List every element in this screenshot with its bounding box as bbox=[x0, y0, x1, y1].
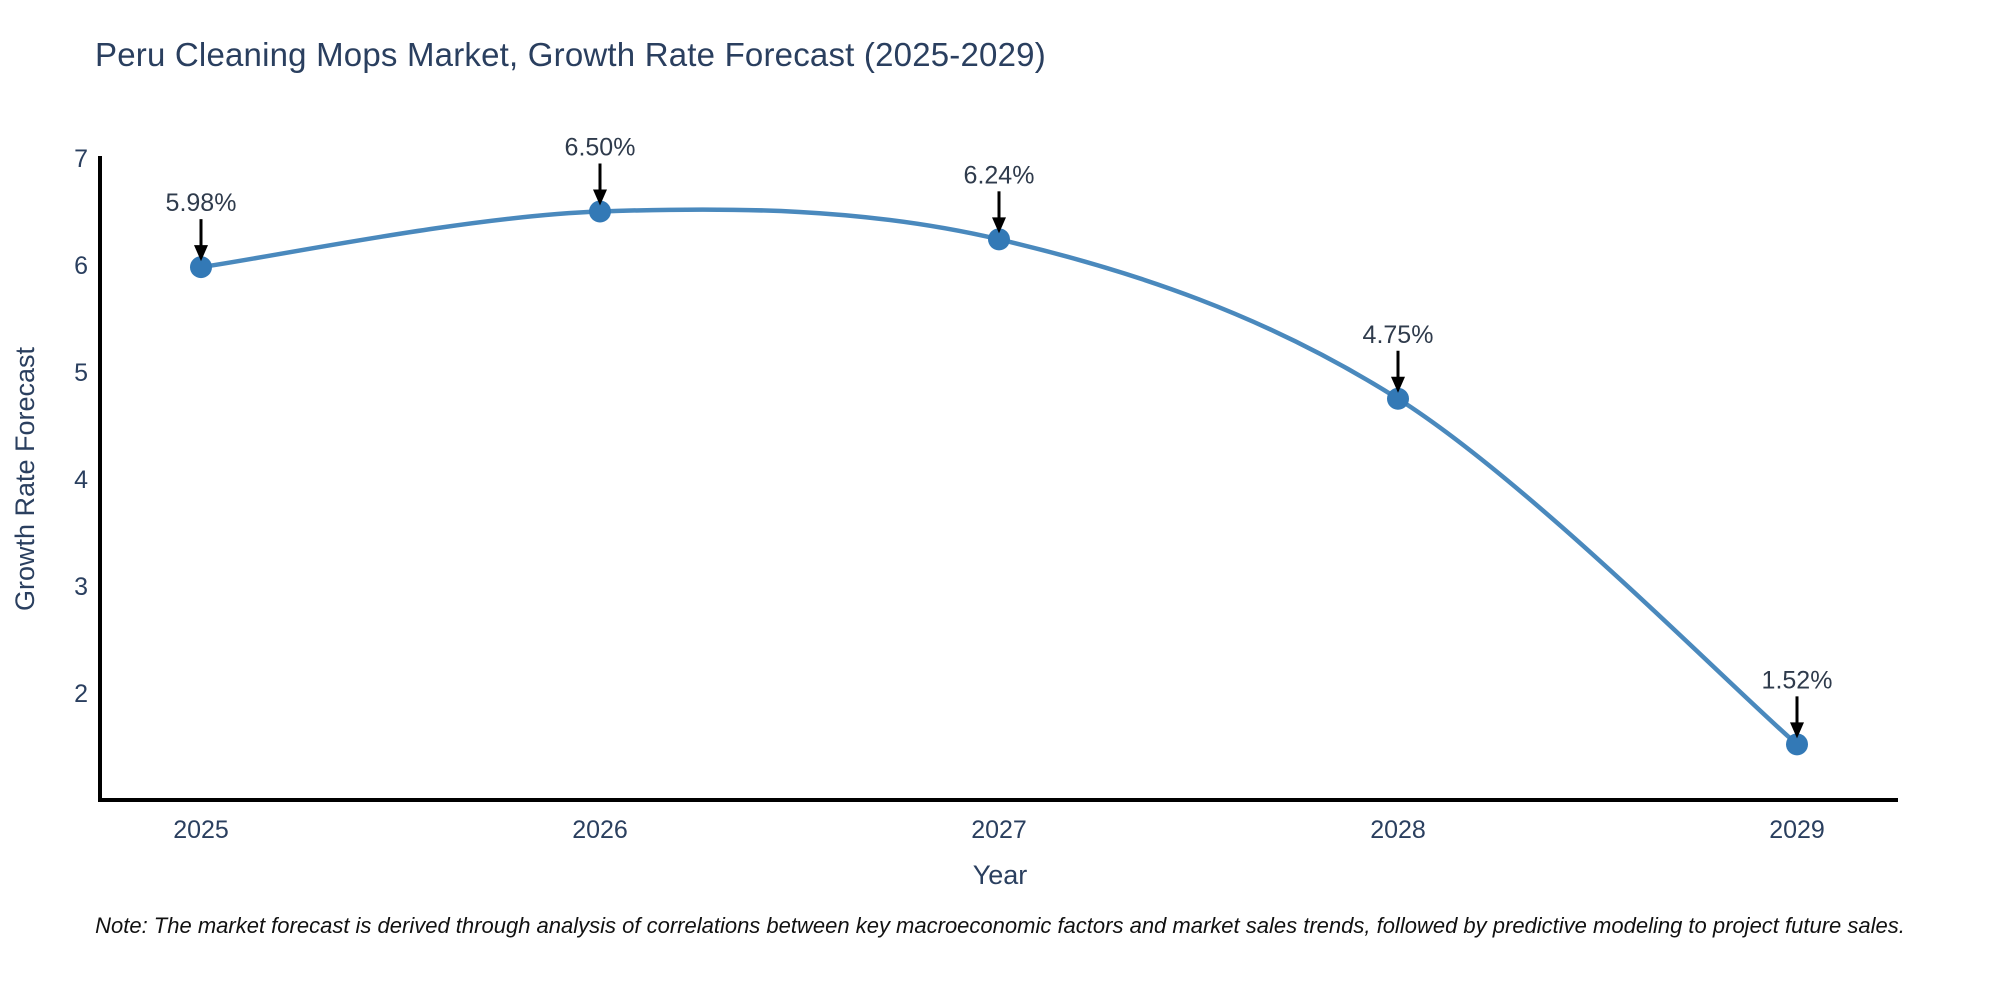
y-tick-label: 6 bbox=[74, 252, 88, 280]
y-tick-label: 3 bbox=[74, 573, 88, 601]
annotation-arrowhead-icon bbox=[194, 245, 208, 262]
x-tick-label: 2026 bbox=[572, 816, 628, 844]
annotation-label: 6.50% bbox=[565, 134, 636, 162]
data-point-marker[interactable] bbox=[1786, 733, 1808, 756]
data-point-marker[interactable] bbox=[988, 228, 1010, 251]
data-point-marker[interactable] bbox=[589, 200, 611, 223]
chart-title: Peru Cleaning Mops Market, Growth Rate F… bbox=[95, 36, 1046, 73]
y-tick-label: 7 bbox=[74, 145, 88, 173]
y-tick-label: 2 bbox=[74, 680, 88, 708]
y-tick-label: 5 bbox=[74, 359, 88, 387]
annotation-arrowhead-icon bbox=[992, 217, 1006, 234]
annotation-arrowhead-icon bbox=[593, 189, 607, 206]
annotation-label: 4.75% bbox=[1363, 321, 1434, 349]
x-tick-label: 2028 bbox=[1370, 816, 1426, 844]
annotation-arrowhead-icon bbox=[1391, 376, 1405, 393]
annotation-label: 5.98% bbox=[166, 189, 237, 217]
y-axis-title: Growth Rate Forecast bbox=[10, 346, 40, 611]
annotation-arrowhead-icon bbox=[1790, 722, 1804, 739]
data-point-marker[interactable] bbox=[1387, 387, 1409, 410]
x-tick-label: 2027 bbox=[971, 816, 1027, 844]
data-point-marker[interactable] bbox=[190, 256, 212, 279]
annotation-label: 1.52% bbox=[1762, 666, 1833, 694]
y-tick-label: 4 bbox=[74, 466, 88, 494]
annotation-label: 6.24% bbox=[964, 161, 1035, 189]
x-axis-title: Year bbox=[973, 860, 1028, 890]
line-series bbox=[200, 207, 1799, 747]
footnote: Note: The market forecast is derived thr… bbox=[95, 913, 1905, 938]
x-tick-label: 2025 bbox=[173, 816, 229, 844]
x-tick-label: 2029 bbox=[1769, 816, 1825, 844]
